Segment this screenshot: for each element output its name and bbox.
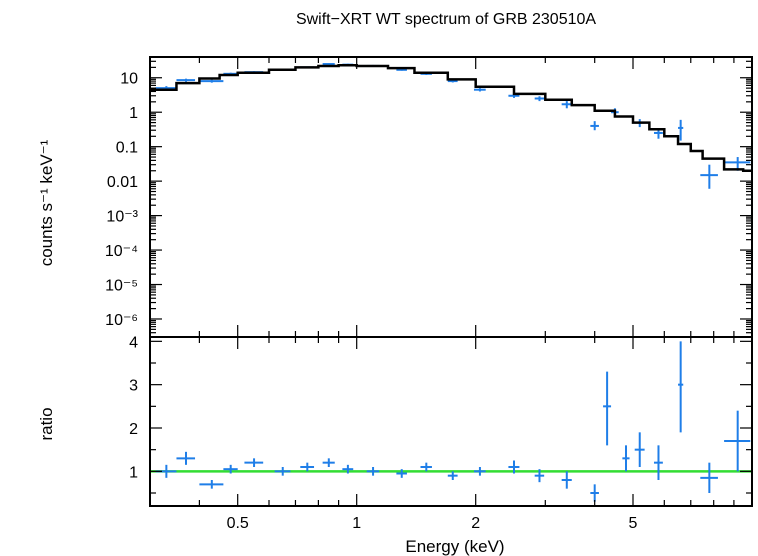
ratio-point-8	[342, 464, 354, 474]
spectrum-point-22	[700, 164, 718, 189]
chart-title: Swift−XRT WT spectrum of GRB 230510A	[296, 11, 596, 28]
x-tick-label-1: 1	[352, 515, 361, 532]
ratio-y-tick-labels: 1 2 3 4	[129, 334, 138, 481]
ratio-panel: 1 2 3 4	[129, 334, 753, 507]
ratio-tick-label-1: 1	[129, 464, 138, 481]
y-tick-label-0.001: 10⁻³	[106, 209, 138, 226]
y-tick-label-0.000001: 10⁻⁶	[105, 312, 138, 329]
spectrum-point-1	[176, 78, 196, 82]
model-curve	[150, 64, 752, 173]
y-tick-label-0.1: 0.1	[116, 140, 138, 157]
spectrum-axis-ticks	[149, 56, 753, 338]
x-tick-labels: 0.5 1 2 5	[227, 515, 638, 532]
ratio-point-18	[603, 371, 612, 446]
ratio-point-5	[274, 467, 291, 476]
spectrum-point-2	[199, 79, 224, 83]
x-tick-label-0.5: 0.5	[227, 515, 249, 532]
y-tick-label-10: 10	[120, 71, 138, 88]
ratio-point-7	[322, 458, 335, 467]
spectrum-point-16	[561, 101, 572, 109]
ratio-point-16	[561, 471, 572, 489]
ratio-point-21	[653, 445, 663, 480]
x-axis-label: Energy (keV)	[405, 537, 504, 556]
ratio-point-12	[447, 471, 458, 480]
ratio-point-19	[622, 445, 630, 472]
spectrum-y-tick-labels: 10 1 0.1 0.01 10⁻³ 10⁻⁴ 10⁻⁵ 10⁻⁶	[105, 71, 139, 329]
x-tick-label-2: 2	[471, 515, 480, 532]
y-tick-label-1: 1	[129, 105, 138, 122]
ratio-point-15	[534, 469, 545, 483]
ratio-tick-label-3: 3	[129, 378, 138, 395]
ratio-point-11	[420, 462, 432, 472]
ratio-point-23	[700, 462, 718, 493]
spectrum-point-15	[534, 96, 545, 102]
spectrum-point-7	[322, 63, 335, 66]
x-tick-label-5: 5	[629, 515, 638, 532]
ratio-point-1	[176, 451, 196, 465]
ratio-point-17	[590, 484, 599, 502]
ratio-point-9	[366, 467, 380, 476]
ratio-y-axis-label: ratio	[37, 407, 56, 440]
ratio-panel-frame	[149, 336, 753, 507]
ratio-axis-ticks	[149, 337, 753, 506]
ratio-point-6	[300, 462, 315, 472]
spectrum-panel-frame	[149, 56, 753, 338]
ratio-tick-label-4: 4	[129, 334, 138, 351]
spectrum-point-21	[678, 119, 684, 141]
ratio-point-14	[508, 460, 520, 474]
ratio-point-4	[244, 458, 264, 467]
ratio-point-10	[396, 469, 407, 478]
y-tick-label-0.00001: 10⁻⁵	[105, 278, 138, 295]
spectrum-point-13	[473, 88, 486, 92]
spectrum-panel: 10 1 0.1 0.01 10⁻³ 10⁻⁴ 10⁻⁵ 10⁻⁶	[105, 56, 753, 338]
spectrum-y-axis-label: counts s⁻¹ keV⁻¹	[37, 139, 56, 266]
ratio-point-20	[634, 432, 645, 467]
ratio-point-13	[473, 467, 486, 476]
ratio-point-22	[678, 341, 684, 433]
y-tick-label-0.01: 0.01	[107, 174, 138, 191]
spectrum-data-series	[155, 63, 751, 189]
ratio-point-24	[724, 410, 751, 472]
spectrum-point-17	[590, 121, 599, 131]
y-tick-label-0.0001: 10⁻⁴	[105, 243, 138, 260]
ratio-tick-label-2: 2	[129, 421, 138, 438]
ratio-point-3	[223, 464, 238, 474]
ratio-point-2	[199, 480, 224, 489]
ratio-data-series	[155, 341, 751, 502]
